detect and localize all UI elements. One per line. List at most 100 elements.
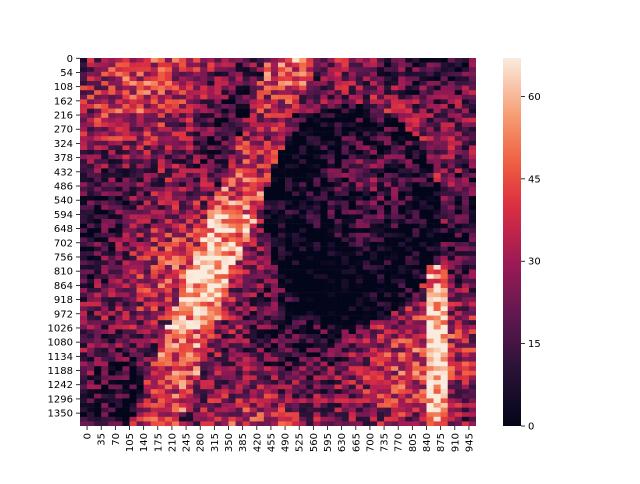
heatmap-cell [270,205,279,211]
heatmap-cell [447,366,456,372]
heatmap-cell [320,343,328,349]
heatmap-cell [278,361,286,367]
heatmap-cell [433,85,441,91]
heatmap-cell [207,352,215,358]
heatmap-cell [412,58,420,63]
heatmap-cell [228,301,236,307]
heatmap-cell [369,81,378,86]
heatmap-cell [221,85,229,91]
heatmap-cell [256,403,265,408]
heatmap-cell [348,205,357,211]
heatmap-cell [355,159,364,165]
heatmap-cell [377,81,385,86]
heatmap-cell [341,58,350,63]
heatmap-cell [433,159,441,165]
heatmap-cell [221,94,229,100]
heatmap-cell [108,311,116,316]
heatmap-cell [193,421,201,426]
heatmap-cell [405,76,413,82]
heatmap-cell [454,62,463,68]
heatmap-cell [468,232,476,238]
heatmap-cell [447,117,456,123]
heatmap-cell [278,237,286,243]
heatmap-cell [108,108,116,114]
heatmap-cell [440,260,449,266]
heatmap-cell [341,168,350,174]
heatmap-cell [171,58,180,63]
heatmap-cell [391,113,399,119]
heatmap-cell [164,311,173,316]
heatmap-cell [398,214,406,220]
heatmap-cell [200,370,208,376]
heatmap-cell [285,407,293,413]
heatmap-cell [136,163,144,169]
heatmap-cell [108,67,116,73]
heatmap-cell [348,315,357,321]
heatmap-cell [207,416,215,422]
heatmap-cell [263,85,272,91]
heatmap-cell [362,407,371,413]
heatmap-cell [221,104,229,109]
heatmap-cell [235,140,243,146]
y-tick-label: 540 [54,196,73,207]
heatmap-cell [454,90,463,96]
heatmap-cell [278,352,286,358]
heatmap-cell [285,219,293,224]
heatmap-cell [426,324,434,330]
heatmap-cell [299,260,307,266]
heatmap-cell [150,94,159,100]
heatmap-cell [440,196,449,201]
heatmap-cell [405,223,413,229]
heatmap-cell [164,246,173,252]
heatmap-cell [461,76,470,82]
heatmap-cell [80,76,88,82]
heatmap-cell [468,297,476,303]
heatmap-cell [398,136,406,142]
heatmap-cell [341,315,350,321]
heatmap-cell [398,237,406,243]
heatmap-cell [80,145,88,151]
heatmap-cell [419,154,427,160]
heatmap-cell [355,361,364,367]
heatmap-cell [391,343,399,349]
heatmap-cell [384,145,392,151]
heatmap-cell [108,81,116,86]
heatmap-cell [377,269,385,275]
heatmap-cell [171,334,180,339]
heatmap-cell [461,182,470,188]
heatmap-cell [101,338,109,344]
heatmap-cell [320,182,328,188]
heatmap-cell [384,380,392,385]
heatmap-cell [299,228,307,234]
heatmap-cell [193,311,201,316]
heatmap-cell [179,232,187,238]
heatmap-cell [334,265,342,270]
heatmap-cell [412,389,420,395]
heatmap-cell [242,140,251,146]
heatmap-cell [405,214,413,220]
heatmap-cell [256,393,265,399]
heatmap-cell [384,246,392,252]
heatmap-cell [398,113,406,119]
heatmap-cell [164,136,173,142]
heatmap-cell [412,94,420,100]
heatmap-cell [348,209,357,215]
heatmap-cell [440,384,449,390]
heatmap-cell [341,260,350,266]
heatmap-cell [207,380,215,385]
heatmap-cell [285,297,293,303]
heatmap-cell [242,186,251,192]
heatmap-cell [193,62,201,68]
heatmap-cell [235,260,243,266]
heatmap-cell [101,136,109,142]
heatmap-cell [299,288,307,293]
heatmap-cell [426,283,434,289]
heatmap-cell [186,71,194,77]
heatmap-cell [405,389,413,395]
heatmap-cell [391,334,399,339]
heatmap-cell [419,311,427,316]
heatmap-cell [348,324,357,330]
heatmap-cell [171,209,180,215]
heatmap-cell [405,265,413,270]
heatmap-cell [306,177,314,183]
